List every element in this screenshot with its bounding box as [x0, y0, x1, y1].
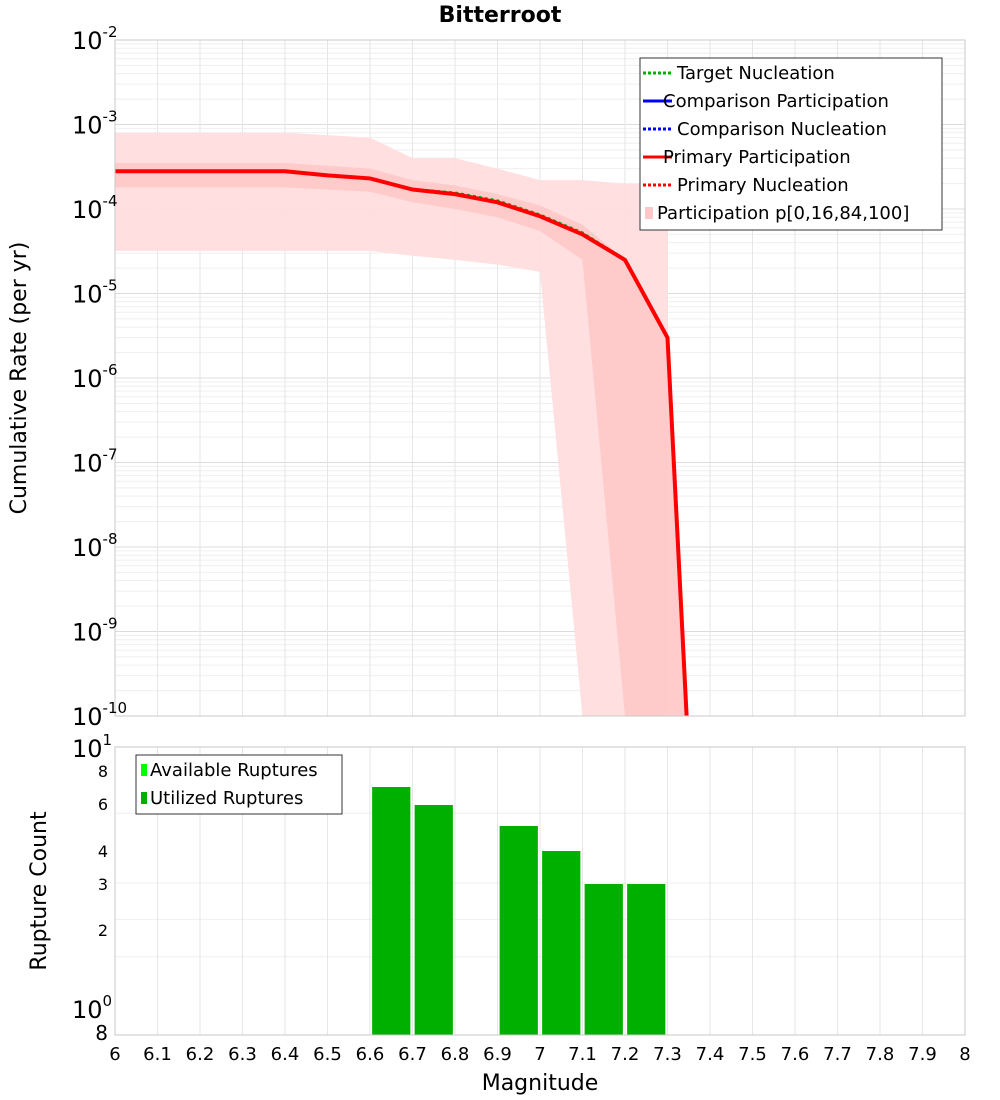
y-tick-label: 100	[72, 992, 112, 1024]
x-tick-label: 8	[959, 1044, 970, 1065]
legend-box	[639, 57, 943, 231]
bottom-plot-frame	[114, 746, 966, 1036]
x-tick-label: 6.3	[228, 1044, 257, 1065]
x-tick-label: 7.5	[738, 1044, 767, 1065]
rupture-bar	[414, 805, 453, 1035]
participation-band-p0-p100	[115, 132, 668, 716]
x-tick-label: 7.4	[696, 1044, 725, 1065]
x-tick-label: 6.4	[271, 1044, 300, 1065]
y-tick-label: 10-2	[72, 23, 118, 55]
y-tick-label: 10-5	[72, 277, 118, 309]
top-legend: Target Nucleation Comparison Participatio…	[639, 57, 943, 231]
rupture-bar	[584, 884, 623, 1035]
legend-label: Participation p[0,16,84,100]	[657, 203, 909, 224]
legend-label: Comparison Nucleation	[677, 119, 887, 140]
y-tick-label: 8	[98, 762, 108, 781]
x-tick-label: 7	[534, 1044, 545, 1065]
rupture-bar	[542, 851, 581, 1035]
y-tick-label: 4	[98, 842, 108, 861]
chart-title: Bitterroot	[439, 3, 562, 28]
y-tick-label: 10-9	[72, 615, 118, 647]
x-tick-label: 6.7	[398, 1044, 427, 1065]
legend-swatch	[141, 792, 147, 804]
participation-band-p16-p84	[115, 163, 687, 716]
x-tick-label: 6	[109, 1044, 120, 1065]
x-tick-label: 6.5	[313, 1044, 342, 1065]
y-tick-label: 10-7	[72, 446, 118, 478]
rupture-bar	[627, 884, 666, 1035]
x-tick-label: 7.6	[781, 1044, 810, 1065]
x-axis-label: Magnitude	[482, 1071, 599, 1096]
legend-label: Primary Participation	[663, 147, 851, 168]
x-tick-label: 7.7	[823, 1044, 852, 1065]
x-tick-label: 7.9	[908, 1044, 937, 1065]
legend-label: Target Nucleation	[676, 63, 835, 84]
legend-label: Comparison Participation	[663, 91, 889, 112]
bottom-y-axis-label: Rupture Count	[27, 811, 52, 971]
rupture-bars	[372, 787, 666, 1035]
participation-bands	[115, 132, 687, 716]
x-tick-label: 6.6	[356, 1044, 385, 1065]
top-y-axis-label: Cumulative Rate (per yr)	[7, 242, 32, 515]
legend-label: Primary Nucleation	[677, 175, 849, 196]
legend-label: Available Ruptures	[150, 760, 318, 781]
x-ticks: 6 6.1 6.2 6.3 6.4 6.5 6.6 6.7 6.8 6.9 7 7.1 7.2 7.3 7.…	[109, 1044, 970, 1065]
y-tick-label: 2	[98, 921, 108, 940]
y-tick-label: 3	[98, 875, 108, 894]
y-tick-label: 10-6	[72, 361, 118, 393]
y-tick-label: 101	[72, 731, 112, 763]
legend-swatch	[645, 207, 653, 219]
bottom-legend: Available Ruptures Utilized Ruptures	[135, 754, 343, 815]
y-tick-label: 6	[98, 795, 108, 814]
primary-participation-line	[115, 169, 689, 717]
rupture-bar	[499, 826, 538, 1035]
rate-lines	[115, 169, 689, 717]
y-tick-label: 10-10	[72, 699, 127, 731]
legend-label: Utilized Ruptures	[150, 788, 303, 809]
y-tick-label: 8	[95, 1021, 108, 1045]
x-tick-label: 6.1	[143, 1044, 172, 1065]
x-tick-label: 7.1	[568, 1044, 597, 1065]
x-tick-label: 6.2	[186, 1044, 215, 1065]
x-tick-label: 7.2	[611, 1044, 640, 1065]
top-y-ticks: 10-2 10-3 10-4 10-5 10-6 10-7 10-8 10-9 10-10	[72, 23, 127, 731]
y-tick-label: 10-8	[72, 530, 118, 562]
x-tick-label: 6.8	[441, 1044, 470, 1065]
y-tick-label: 10-3	[72, 108, 118, 140]
y-tick-label: 10-4	[72, 192, 118, 224]
top-plot-frame	[114, 39, 966, 717]
x-tick-label: 6.9	[483, 1044, 512, 1065]
legend-swatch	[141, 764, 147, 776]
x-tick-label: 7.8	[866, 1044, 895, 1065]
legend-box	[135, 754, 343, 815]
rupture-bar	[372, 787, 411, 1035]
x-tick-label: 7.3	[653, 1044, 682, 1065]
